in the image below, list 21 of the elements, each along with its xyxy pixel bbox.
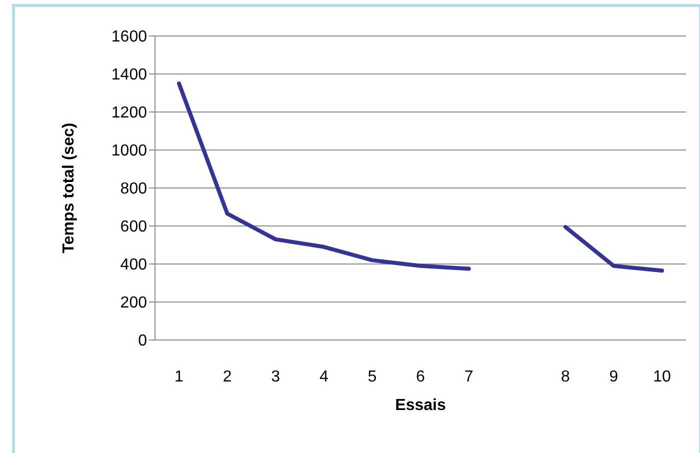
y-tick-label: 600 (120, 218, 148, 236)
y-tick-label: 1000 (111, 142, 148, 160)
x-tick-label: 4 (319, 368, 328, 386)
x-tick-label: 6 (416, 368, 426, 386)
x-tick-label: 10 (653, 368, 671, 386)
y-tick-label: 800 (120, 180, 148, 198)
x-tick-label: 9 (609, 368, 618, 386)
x-tick-label: 8 (560, 368, 570, 386)
y-tick-label: 1400 (111, 66, 148, 84)
y-tick-label: 200 (120, 294, 148, 312)
y-tick-label: 400 (120, 256, 148, 274)
x-tick-label: 3 (271, 368, 280, 386)
y-tick-label: 1600 (111, 28, 148, 46)
x-tick-label: 1 (174, 368, 184, 386)
x-axis-title: Essais (395, 397, 446, 414)
x-tick-label: 5 (368, 368, 377, 386)
y-tick-label: 0 (138, 332, 148, 350)
x-tick-label: 2 (222, 368, 232, 386)
y-axis-title: Temps total (sec) (60, 122, 78, 254)
y-tick-label: 1200 (111, 104, 148, 122)
x-tick-label: 7 (464, 368, 474, 386)
